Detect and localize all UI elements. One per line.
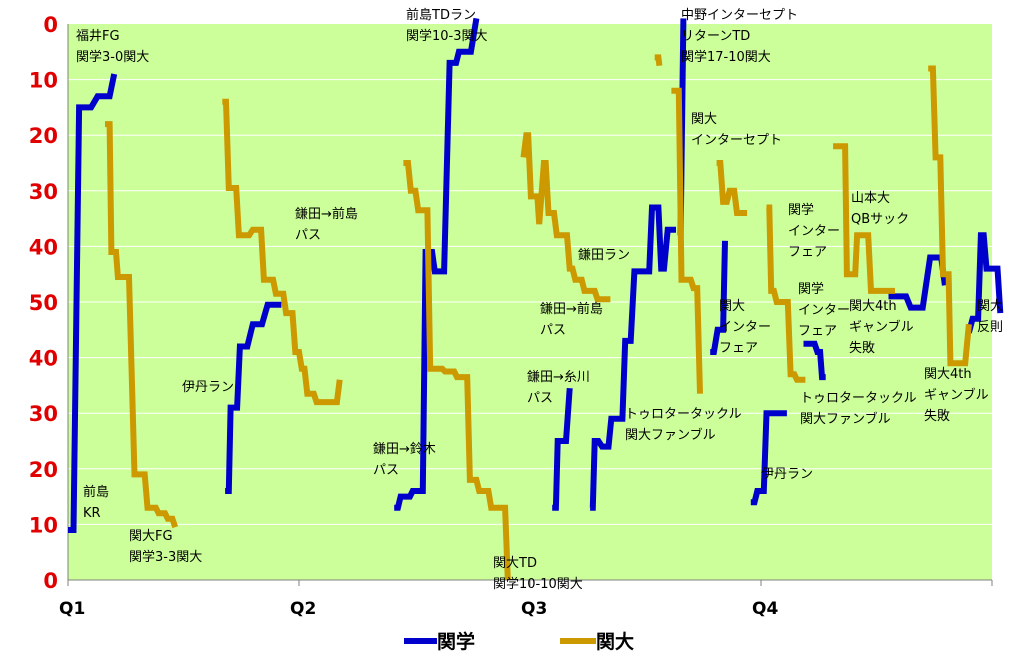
annotation-maejima-td-run: 関学10-3関大 bbox=[406, 28, 488, 44]
y-tick-label: 0 bbox=[43, 13, 58, 37]
kangaku-drive-line bbox=[68, 73, 118, 533]
annotation-maejima-kr: KR bbox=[83, 506, 101, 521]
annotation-kangaku-inter-fair-1: インター bbox=[788, 224, 840, 239]
annotation-kandai-penalty: 反則 bbox=[977, 320, 1003, 335]
annotation-kandai-4th-gamble-2: 関大4th bbox=[924, 367, 972, 382]
kandai-drive-line bbox=[671, 87, 703, 394]
annotation-kamata-suzuki-pass: パス bbox=[373, 463, 399, 478]
annotation-kamata-itokawa-pass: パス bbox=[527, 391, 553, 406]
kandai-drive-line bbox=[403, 160, 511, 581]
kandai-drive-line bbox=[833, 143, 895, 294]
annotation-yamamoto-qb-sack: 山本大 bbox=[851, 191, 890, 206]
annotation-kamata-maejima-pass-1: 鎌田→前島 bbox=[295, 206, 358, 222]
annotation-kamata-maejima-pass-2: パス bbox=[540, 323, 566, 338]
annotation-kangaku-inter-fair-2: インター bbox=[798, 303, 850, 318]
annotation-kamata-itokawa-pass: 鎌田→糸川 bbox=[527, 370, 590, 385]
annotation-kandai-inter-fair: フェア bbox=[719, 341, 758, 356]
annotation-kamata-maejima-pass-2: 鎌田→前島 bbox=[540, 301, 603, 317]
kangaku-drive-line bbox=[750, 410, 787, 506]
x-axis: Q1 Q2 Q3 Q4 bbox=[59, 24, 993, 619]
y-tick-label: 30 bbox=[29, 402, 58, 426]
annotation-kandai-4th-gamble-1: ギャンブル bbox=[849, 319, 914, 335]
x-tick-label: Q1 bbox=[59, 599, 85, 619]
kangaku-drive-line bbox=[966, 232, 1004, 334]
drive-series bbox=[68, 17, 1004, 581]
x-tick-label: Q2 bbox=[290, 599, 316, 619]
annotation-kandai-int: インターセプト bbox=[691, 133, 782, 148]
annotation-kandai-td: 関学10-10関大 bbox=[493, 576, 583, 592]
kangaku-drive-line bbox=[589, 204, 676, 511]
y-tick-label: 50 bbox=[29, 291, 58, 315]
y-tick-label: 20 bbox=[29, 458, 58, 482]
y-tick-label: 20 bbox=[29, 124, 58, 148]
x-tick-label: Q3 bbox=[521, 599, 547, 619]
annotation-kandai-td: 関大TD bbox=[493, 556, 537, 571]
kangaku-drive-line bbox=[225, 301, 282, 494]
annotation-tourou-tackle-2: 関大ファンブル bbox=[800, 411, 891, 427]
annotation-nakano-int-td: 関学17-10関大 bbox=[681, 49, 771, 65]
annotation-itami-run-1: 伊丹ラン bbox=[182, 380, 234, 395]
annotation-fukui-fg: 福井FG bbox=[76, 29, 120, 44]
annotation-nakano-int-td: 中野インターセプト bbox=[681, 8, 798, 23]
y-axis-tick-labels: 0 10 20 30 40 50 40 30 20 10 0 bbox=[29, 13, 58, 593]
annotation-yamamoto-qb-sack: QBサック bbox=[851, 212, 909, 227]
legend-label-kangaku: 関学 bbox=[437, 630, 475, 653]
annotation-maejima-td-run: 前島TDラン bbox=[406, 7, 476, 23]
annotation-kamata-run: 鎌田ラン bbox=[578, 248, 630, 263]
annotation-kandai-inter-fair: 関大 bbox=[719, 299, 745, 314]
y-tick-label: 40 bbox=[29, 235, 58, 259]
y-tick-label: 10 bbox=[29, 513, 58, 537]
kandai-drive-line bbox=[105, 121, 179, 529]
legend: 関学 関大 bbox=[404, 630, 634, 653]
annotation-kandai-4th-gamble-2: ギャンブル bbox=[924, 387, 989, 403]
legend-label-kandai: 関大 bbox=[596, 630, 634, 653]
annotation-kamata-suzuki-pass: 鎌田→鈴木 bbox=[373, 442, 436, 457]
annotation-kandai-int: 関大 bbox=[691, 112, 717, 127]
annotation-kangaku-inter-fair-1: フェア bbox=[788, 245, 827, 260]
annotation-kangaku-inter-fair-2: フェア bbox=[798, 324, 837, 339]
kandai-drive-line bbox=[928, 65, 972, 367]
annotation-kandai-penalty: 関大 bbox=[977, 299, 1003, 314]
kangaku-drive-line bbox=[710, 240, 728, 355]
annotation-kandai-inter-fair: インター bbox=[719, 320, 771, 335]
kangaku-drive-line bbox=[394, 17, 480, 511]
y-tick-label: 10 bbox=[29, 69, 58, 93]
kandai-drive-line bbox=[222, 98, 343, 406]
y-tick-label: 0 bbox=[43, 569, 58, 593]
kandai-drive-line bbox=[716, 160, 748, 216]
annotation-maejima-kr: 前島 bbox=[83, 484, 109, 500]
kandai-drive-line bbox=[766, 204, 806, 383]
play-annotations: 福井FG関学3-0関大前島KR関大FG関学3-3関大伊丹ラン鎌田→前島パス前島T… bbox=[76, 7, 1003, 592]
annotation-itami-run-2: 伊丹ラン bbox=[761, 467, 813, 482]
annotation-kangaku-inter-fair-1: 関学 bbox=[788, 202, 814, 218]
kandai-drive-line bbox=[654, 54, 663, 67]
kangaku-drive-line bbox=[803, 340, 826, 381]
annotation-kamata-maejima-pass-1: パス bbox=[295, 228, 321, 243]
annotation-tourou-tackle-1: トゥロタータックル bbox=[625, 407, 742, 422]
y-tick-label: 40 bbox=[29, 347, 58, 371]
annotation-nakano-int-td: リターンTD bbox=[681, 29, 750, 44]
annotation-kandai-4th-gamble-2: 失敗 bbox=[924, 409, 950, 424]
annotation-tourou-tackle-1: 関大ファンブル bbox=[625, 427, 716, 443]
annotation-kandai-fg: 関大FG bbox=[129, 529, 173, 544]
kandai-drive-line bbox=[520, 132, 611, 303]
annotation-kandai-4th-gamble-1: 関大4th bbox=[849, 299, 897, 314]
annotation-kangaku-inter-fair-2: 関学 bbox=[798, 281, 824, 297]
annotation-kandai-fg: 関学3-3関大 bbox=[129, 549, 202, 565]
annotation-fukui-fg: 関学3-0関大 bbox=[76, 49, 149, 65]
x-tick-label: Q4 bbox=[752, 599, 778, 619]
annotation-kandai-4th-gamble-1: 失敗 bbox=[849, 341, 875, 356]
kangaku-drive-line bbox=[552, 387, 573, 511]
annotation-tourou-tackle-2: トゥロタータックル bbox=[800, 391, 917, 406]
y-tick-label: 30 bbox=[29, 180, 58, 204]
